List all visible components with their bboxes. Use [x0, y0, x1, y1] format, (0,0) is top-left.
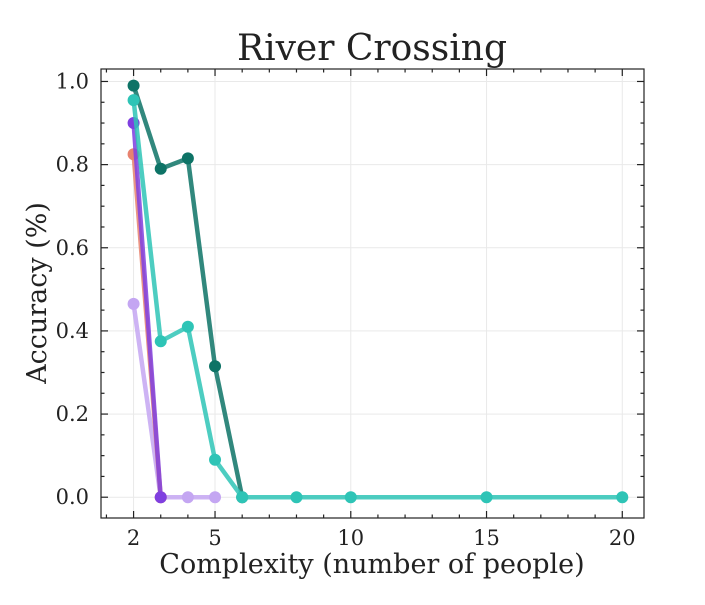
- series-4-point-5: [290, 491, 303, 504]
- ticks: [101, 69, 644, 518]
- x-tick-label-1: 5: [208, 526, 221, 550]
- series-2-point-1: [154, 491, 167, 504]
- series-3-point-0: [127, 79, 140, 92]
- y-tick-label-2: 0.4: [56, 319, 89, 343]
- y-axis-label: Accuracy (%): [22, 202, 53, 385]
- series-4-point-7: [480, 491, 493, 504]
- series-4-point-1: [154, 335, 167, 348]
- series-4-point-6: [344, 491, 357, 504]
- series-0-point-2: [181, 491, 194, 504]
- x-tick-label-2: 10: [337, 526, 364, 550]
- grid: [101, 69, 644, 518]
- series-4-point-4: [236, 491, 249, 504]
- y-tick-label-4: 0.8: [56, 153, 89, 177]
- series-4-point-2: [181, 320, 194, 333]
- y-tick-label-5: 1.0: [56, 69, 89, 93]
- x-tick-label-3: 15: [473, 526, 500, 550]
- chart-title: River Crossing: [237, 28, 507, 69]
- y-tick-label-1: 0.2: [56, 402, 89, 426]
- series-0-point-3: [209, 491, 222, 504]
- x-axis-label: Complexity (number of people): [159, 549, 584, 580]
- x-tick-label-0: 2: [127, 526, 140, 550]
- series-3-point-3: [209, 360, 222, 373]
- series-4: [127, 94, 629, 504]
- x-tick-label-4: 20: [609, 526, 636, 550]
- y-tick-label-3: 0.6: [56, 236, 89, 260]
- series-3-point-2: [181, 152, 194, 165]
- series-0-line: [131, 301, 218, 500]
- series-3-point-1: [154, 162, 167, 175]
- series-4-point-8: [616, 491, 629, 504]
- series-4-point-3: [209, 453, 222, 466]
- series-0-point-0: [127, 297, 140, 310]
- series-0: [127, 297, 222, 504]
- plot-frame: [100, 68, 645, 519]
- series-2-line: [131, 120, 163, 500]
- tick-labels: 2 5 10 15 20 0.0 0.2 0.4 0.6 0.8 1.0: [56, 69, 636, 550]
- y-tick-label-0: 0.0: [56, 485, 89, 509]
- series-4-point-0: [127, 94, 140, 107]
- series-layer: [127, 79, 629, 504]
